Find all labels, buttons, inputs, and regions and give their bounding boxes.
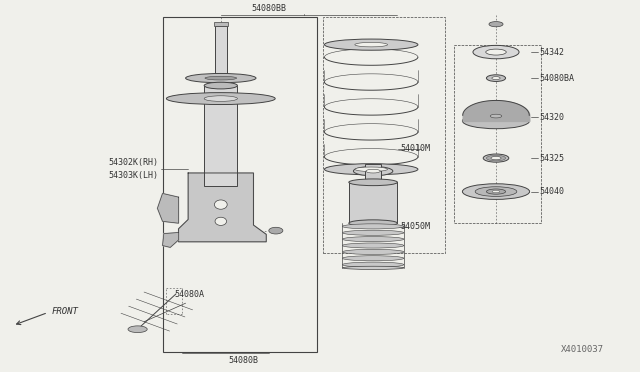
Bar [214, 22, 228, 26]
Ellipse shape [205, 76, 237, 80]
Bar [323, 17, 445, 253]
Ellipse shape [489, 22, 503, 27]
Text: FRONT: FRONT [51, 307, 78, 316]
Ellipse shape [486, 49, 506, 55]
Ellipse shape [353, 166, 393, 176]
Text: 54080A: 54080A [174, 291, 204, 299]
Ellipse shape [186, 74, 256, 83]
Ellipse shape [492, 77, 500, 80]
Ellipse shape [486, 189, 506, 194]
Text: 54080B: 54080B [228, 356, 258, 365]
Ellipse shape [349, 220, 397, 227]
Bar [454, 45, 541, 223]
Polygon shape [179, 173, 266, 242]
Ellipse shape [128, 326, 147, 333]
Ellipse shape [204, 96, 237, 102]
Text: 54303K(LH): 54303K(LH) [109, 171, 159, 180]
Ellipse shape [215, 217, 227, 225]
Ellipse shape [366, 169, 380, 173]
Ellipse shape [462, 113, 530, 129]
Ellipse shape [486, 155, 506, 161]
Ellipse shape [355, 42, 388, 47]
Text: 54080BA: 54080BA [540, 74, 575, 83]
Ellipse shape [204, 82, 237, 89]
Bar [365, 164, 381, 182]
Text: 54342: 54342 [540, 48, 564, 57]
Ellipse shape [491, 157, 501, 160]
Polygon shape [157, 193, 179, 223]
Text: 54302K(RH): 54302K(RH) [109, 158, 159, 167]
Ellipse shape [214, 200, 227, 209]
Ellipse shape [492, 190, 500, 193]
Ellipse shape [342, 266, 404, 269]
Ellipse shape [342, 262, 404, 267]
Text: X4010037: X4010037 [561, 345, 604, 354]
Ellipse shape [486, 75, 506, 81]
Ellipse shape [349, 179, 397, 186]
Bar [204, 86, 237, 186]
Polygon shape [163, 232, 179, 247]
Ellipse shape [490, 114, 502, 118]
Bar [215, 26, 227, 74]
Text: 54050M: 54050M [400, 222, 430, 231]
Text: 54325: 54325 [540, 154, 564, 163]
Ellipse shape [355, 167, 388, 171]
Ellipse shape [342, 256, 404, 261]
Ellipse shape [324, 164, 418, 175]
Ellipse shape [342, 249, 404, 254]
Ellipse shape [342, 224, 404, 229]
Ellipse shape [342, 243, 404, 248]
Ellipse shape [166, 93, 275, 105]
Ellipse shape [462, 184, 530, 199]
Text: 54320: 54320 [540, 113, 564, 122]
Ellipse shape [473, 45, 519, 59]
Ellipse shape [342, 230, 404, 235]
Ellipse shape [342, 237, 404, 242]
Ellipse shape [475, 187, 517, 196]
Ellipse shape [324, 39, 418, 50]
Ellipse shape [483, 154, 509, 162]
Text: 54010M: 54010M [400, 144, 430, 153]
Bar [163, 17, 317, 352]
Text: 54080BB: 54080BB [252, 4, 286, 13]
Text: 54040: 54040 [540, 187, 564, 196]
Ellipse shape [269, 227, 283, 234]
Bar [349, 182, 397, 223]
